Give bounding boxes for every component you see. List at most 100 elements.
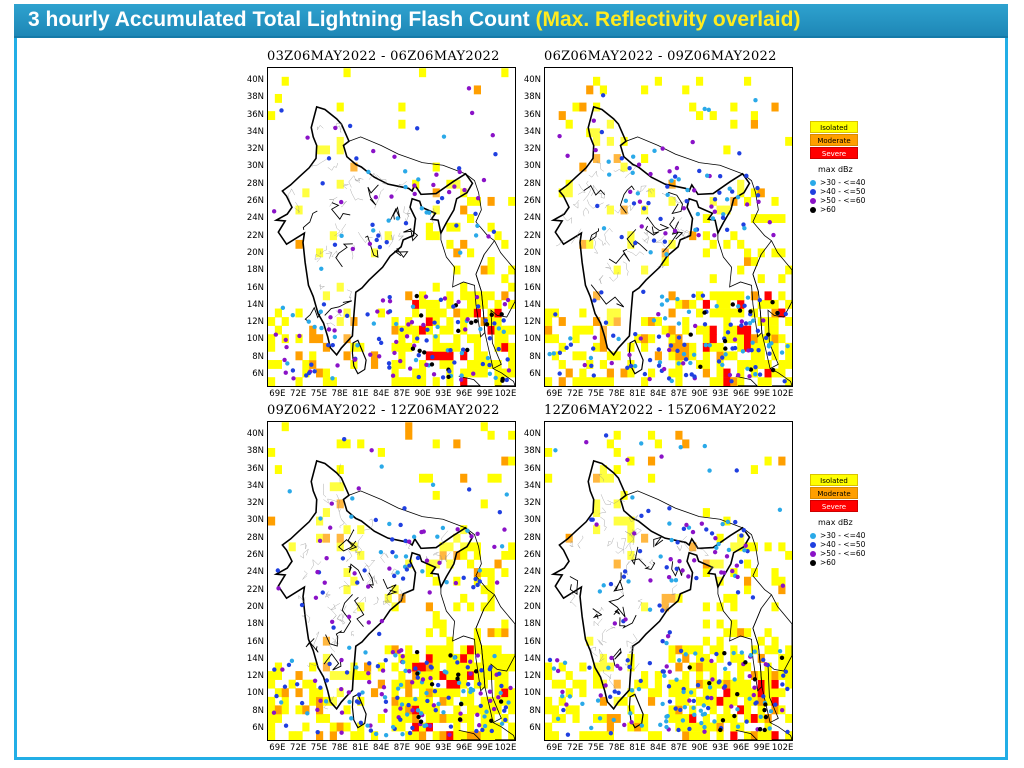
flash-cell [453, 714, 461, 723]
flash-cell [689, 714, 697, 723]
flash-cell [487, 645, 495, 655]
reflectivity-dot [773, 702, 778, 707]
flash-cell [579, 731, 587, 740]
flash-cell [295, 334, 303, 344]
reflectivity-dot [755, 328, 761, 334]
reflectivity-dot [638, 336, 643, 341]
flash-cell [641, 714, 649, 723]
malaysia-outline [769, 368, 792, 386]
flash-cell [702, 351, 710, 361]
reflectivity-dot [611, 333, 616, 338]
latitude-tick-label: 24N [246, 213, 264, 224]
reflectivity-dot [286, 662, 292, 668]
reflectivity-dot [506, 368, 512, 373]
reflectivity-dot [783, 669, 789, 674]
reflectivity-dot [383, 732, 389, 738]
reflectivity-dot [312, 678, 318, 683]
flash-cell [405, 377, 413, 386]
flash-cell [281, 422, 289, 432]
longitude-tick-label: 84E [650, 743, 667, 753]
district-line [329, 641, 339, 653]
district-line [605, 262, 615, 275]
flash-cell [357, 731, 365, 740]
flash-cell [778, 576, 786, 586]
reflectivity-dot [749, 348, 754, 353]
flash-cell [329, 231, 337, 241]
flash-cell [432, 377, 440, 386]
flash-cell [723, 679, 731, 689]
legend-dbz-50-60: >50 - <=60 [810, 196, 878, 205]
district-line [661, 603, 670, 611]
flash-cell [460, 679, 468, 689]
reflectivity-dot [403, 554, 409, 559]
reflectivity-dot [741, 528, 746, 533]
reflectivity-dot [677, 558, 682, 564]
flash-cell [460, 317, 468, 326]
flash-cell [446, 239, 454, 249]
reflectivity-dot [710, 677, 715, 682]
reflectivity-dot [666, 684, 672, 689]
district-line [364, 560, 376, 568]
latitude-tick-label: 6N [252, 369, 264, 380]
reflectivity-dot [275, 568, 281, 573]
reflectivity-dot [468, 671, 473, 676]
reflectivity-dot [339, 686, 344, 692]
reflectivity-dot [595, 203, 600, 209]
reflectivity-dot [416, 374, 421, 380]
flash-cell [412, 308, 420, 318]
reflectivity-dot [317, 538, 323, 544]
flash-cell [716, 360, 724, 369]
district-line [694, 544, 709, 556]
flash-cell [785, 299, 792, 309]
district-line [637, 598, 643, 609]
reflectivity-dot [675, 348, 680, 353]
flash-cell [398, 671, 406, 680]
reflectivity-dot [279, 700, 284, 705]
flash-cell [336, 145, 344, 155]
reflectivity-dot [390, 537, 395, 542]
reflectivity-dot [313, 595, 319, 600]
reflectivity-dot [460, 347, 466, 352]
flash-cell [778, 334, 786, 344]
latitude-tick-label: 14N [523, 299, 541, 310]
flash-cell [281, 76, 289, 86]
flash-cell [572, 377, 580, 386]
reflectivity-dot [486, 234, 491, 239]
flash-cell [627, 525, 635, 535]
latitude-tick-label: 32N [246, 498, 264, 509]
flash-cell [606, 351, 614, 361]
district-line [593, 606, 604, 613]
reflectivity-dot [471, 584, 476, 590]
reflectivity-dot [370, 222, 375, 227]
reflectivity-dot [725, 519, 731, 524]
reflectivity-dot [412, 191, 417, 197]
reflectivity-dot [283, 723, 289, 728]
flash-cell [432, 559, 440, 569]
flash-cell [288, 679, 296, 689]
flash-cell [668, 351, 676, 361]
reflectivity-dot [781, 673, 786, 678]
lightning-map-panel-4 [544, 421, 793, 741]
reflectivity-dot [398, 717, 403, 722]
flash-cell [439, 325, 447, 335]
latitude-tick-label: 40N [523, 428, 541, 439]
state-line [589, 228, 600, 242]
flash-cell [668, 368, 676, 378]
panel-title-1: 03Z06MAY2022 - 06Z06MAY2022 [267, 49, 500, 64]
flash-cell [545, 377, 553, 386]
longitude-tick-label: 102E [494, 389, 517, 399]
reflectivity-dot [375, 309, 380, 314]
flash-cell [480, 299, 488, 309]
flash-cell [709, 722, 717, 732]
longitude-tick-label: 99E [753, 389, 770, 399]
reflectivity-dot [478, 691, 483, 696]
latitude-tick-label: 22N [523, 230, 541, 241]
flash-cell [439, 714, 447, 723]
flash-cell [487, 473, 495, 483]
reflectivity-dot [651, 318, 657, 323]
flash-cell [384, 645, 392, 655]
sumatra-outline [458, 375, 481, 386]
reflectivity-dot [618, 666, 623, 671]
flash-cell [730, 377, 738, 386]
reflectivity-dot [477, 681, 482, 687]
